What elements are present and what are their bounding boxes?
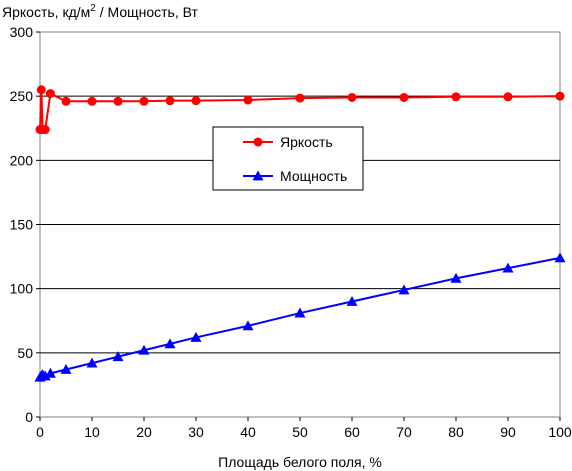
data-point <box>502 262 514 273</box>
data-point <box>44 367 56 378</box>
data-point <box>40 125 50 135</box>
data-point <box>555 91 565 101</box>
data-point <box>398 284 410 295</box>
data-point <box>45 89 55 99</box>
legend-box <box>212 126 364 191</box>
legend-label: Мощность <box>280 168 347 184</box>
legend: Яркость Мощность <box>212 126 364 191</box>
y-axis-title-rest: / Мощность, Вт <box>96 4 199 20</box>
series-brightness <box>35 85 565 135</box>
data-point <box>242 320 254 331</box>
data-point <box>294 307 306 318</box>
y-axis-title-superscript: 2 <box>90 3 96 14</box>
data-point <box>450 272 462 283</box>
data-point <box>60 364 72 374</box>
y-tick-label: 0 <box>25 409 33 425</box>
x-axis-ticks: 0 10 20 30 40 50 60 70 80 90 100 <box>36 417 572 440</box>
data-point <box>36 85 46 95</box>
x-tick-label: 70 <box>396 424 412 440</box>
x-tick-label: 50 <box>292 424 308 440</box>
x-tick-label: 100 <box>548 424 572 440</box>
x-tick-label: 30 <box>188 424 204 440</box>
legend-items: Яркость Мощность <box>243 134 347 184</box>
data-point <box>347 92 357 102</box>
data-point <box>252 170 264 181</box>
x-tick-label: 40 <box>240 424 256 440</box>
data-point <box>112 351 124 362</box>
data-point <box>295 93 305 103</box>
data-point <box>86 357 98 368</box>
data-point <box>61 96 71 106</box>
legend-label: Яркость <box>280 134 333 150</box>
data-point <box>451 92 461 102</box>
y-axis-ticks: 0 50 100 150 200 250 300 <box>10 24 40 425</box>
y-tick-label: 150 <box>10 217 34 233</box>
x-tick-label: 20 <box>136 424 152 440</box>
x-tick-label: 10 <box>84 424 100 440</box>
legend-item: Яркость <box>243 134 333 150</box>
y-axis-title: Яркость, кд/м2 / Мощность, Вт <box>2 3 198 20</box>
data-point <box>139 96 149 106</box>
y-tick-label: 300 <box>10 24 34 40</box>
data-point <box>190 331 202 342</box>
data-point <box>243 95 253 105</box>
y-tick-label: 50 <box>17 345 33 361</box>
x-axis-title: Площадь белого поля, % <box>218 454 382 470</box>
data-point <box>399 92 409 102</box>
legend-item: Мощность <box>243 168 347 184</box>
y-tick-label: 200 <box>10 152 34 168</box>
x-tick-label: 80 <box>448 424 464 440</box>
data-point <box>503 92 513 102</box>
data-point <box>87 96 97 106</box>
y-tick-label: 100 <box>10 281 34 297</box>
data-point <box>191 96 201 106</box>
x-tick-label: 90 <box>500 424 516 440</box>
data-point <box>164 338 176 349</box>
data-point <box>39 370 51 381</box>
data-point <box>165 96 175 106</box>
data-point <box>138 344 150 355</box>
x-tick-label: 0 <box>36 424 44 440</box>
data-point <box>554 252 566 263</box>
x-tick-label: 60 <box>344 424 360 440</box>
data-point <box>253 137 263 147</box>
series-power <box>34 252 566 382</box>
series-layer <box>34 85 566 382</box>
data-point <box>346 296 358 306</box>
data-point <box>113 96 123 106</box>
y-tick-label: 250 <box>10 88 34 104</box>
y-axis-title-main: Яркость, кд/м <box>2 4 90 20</box>
